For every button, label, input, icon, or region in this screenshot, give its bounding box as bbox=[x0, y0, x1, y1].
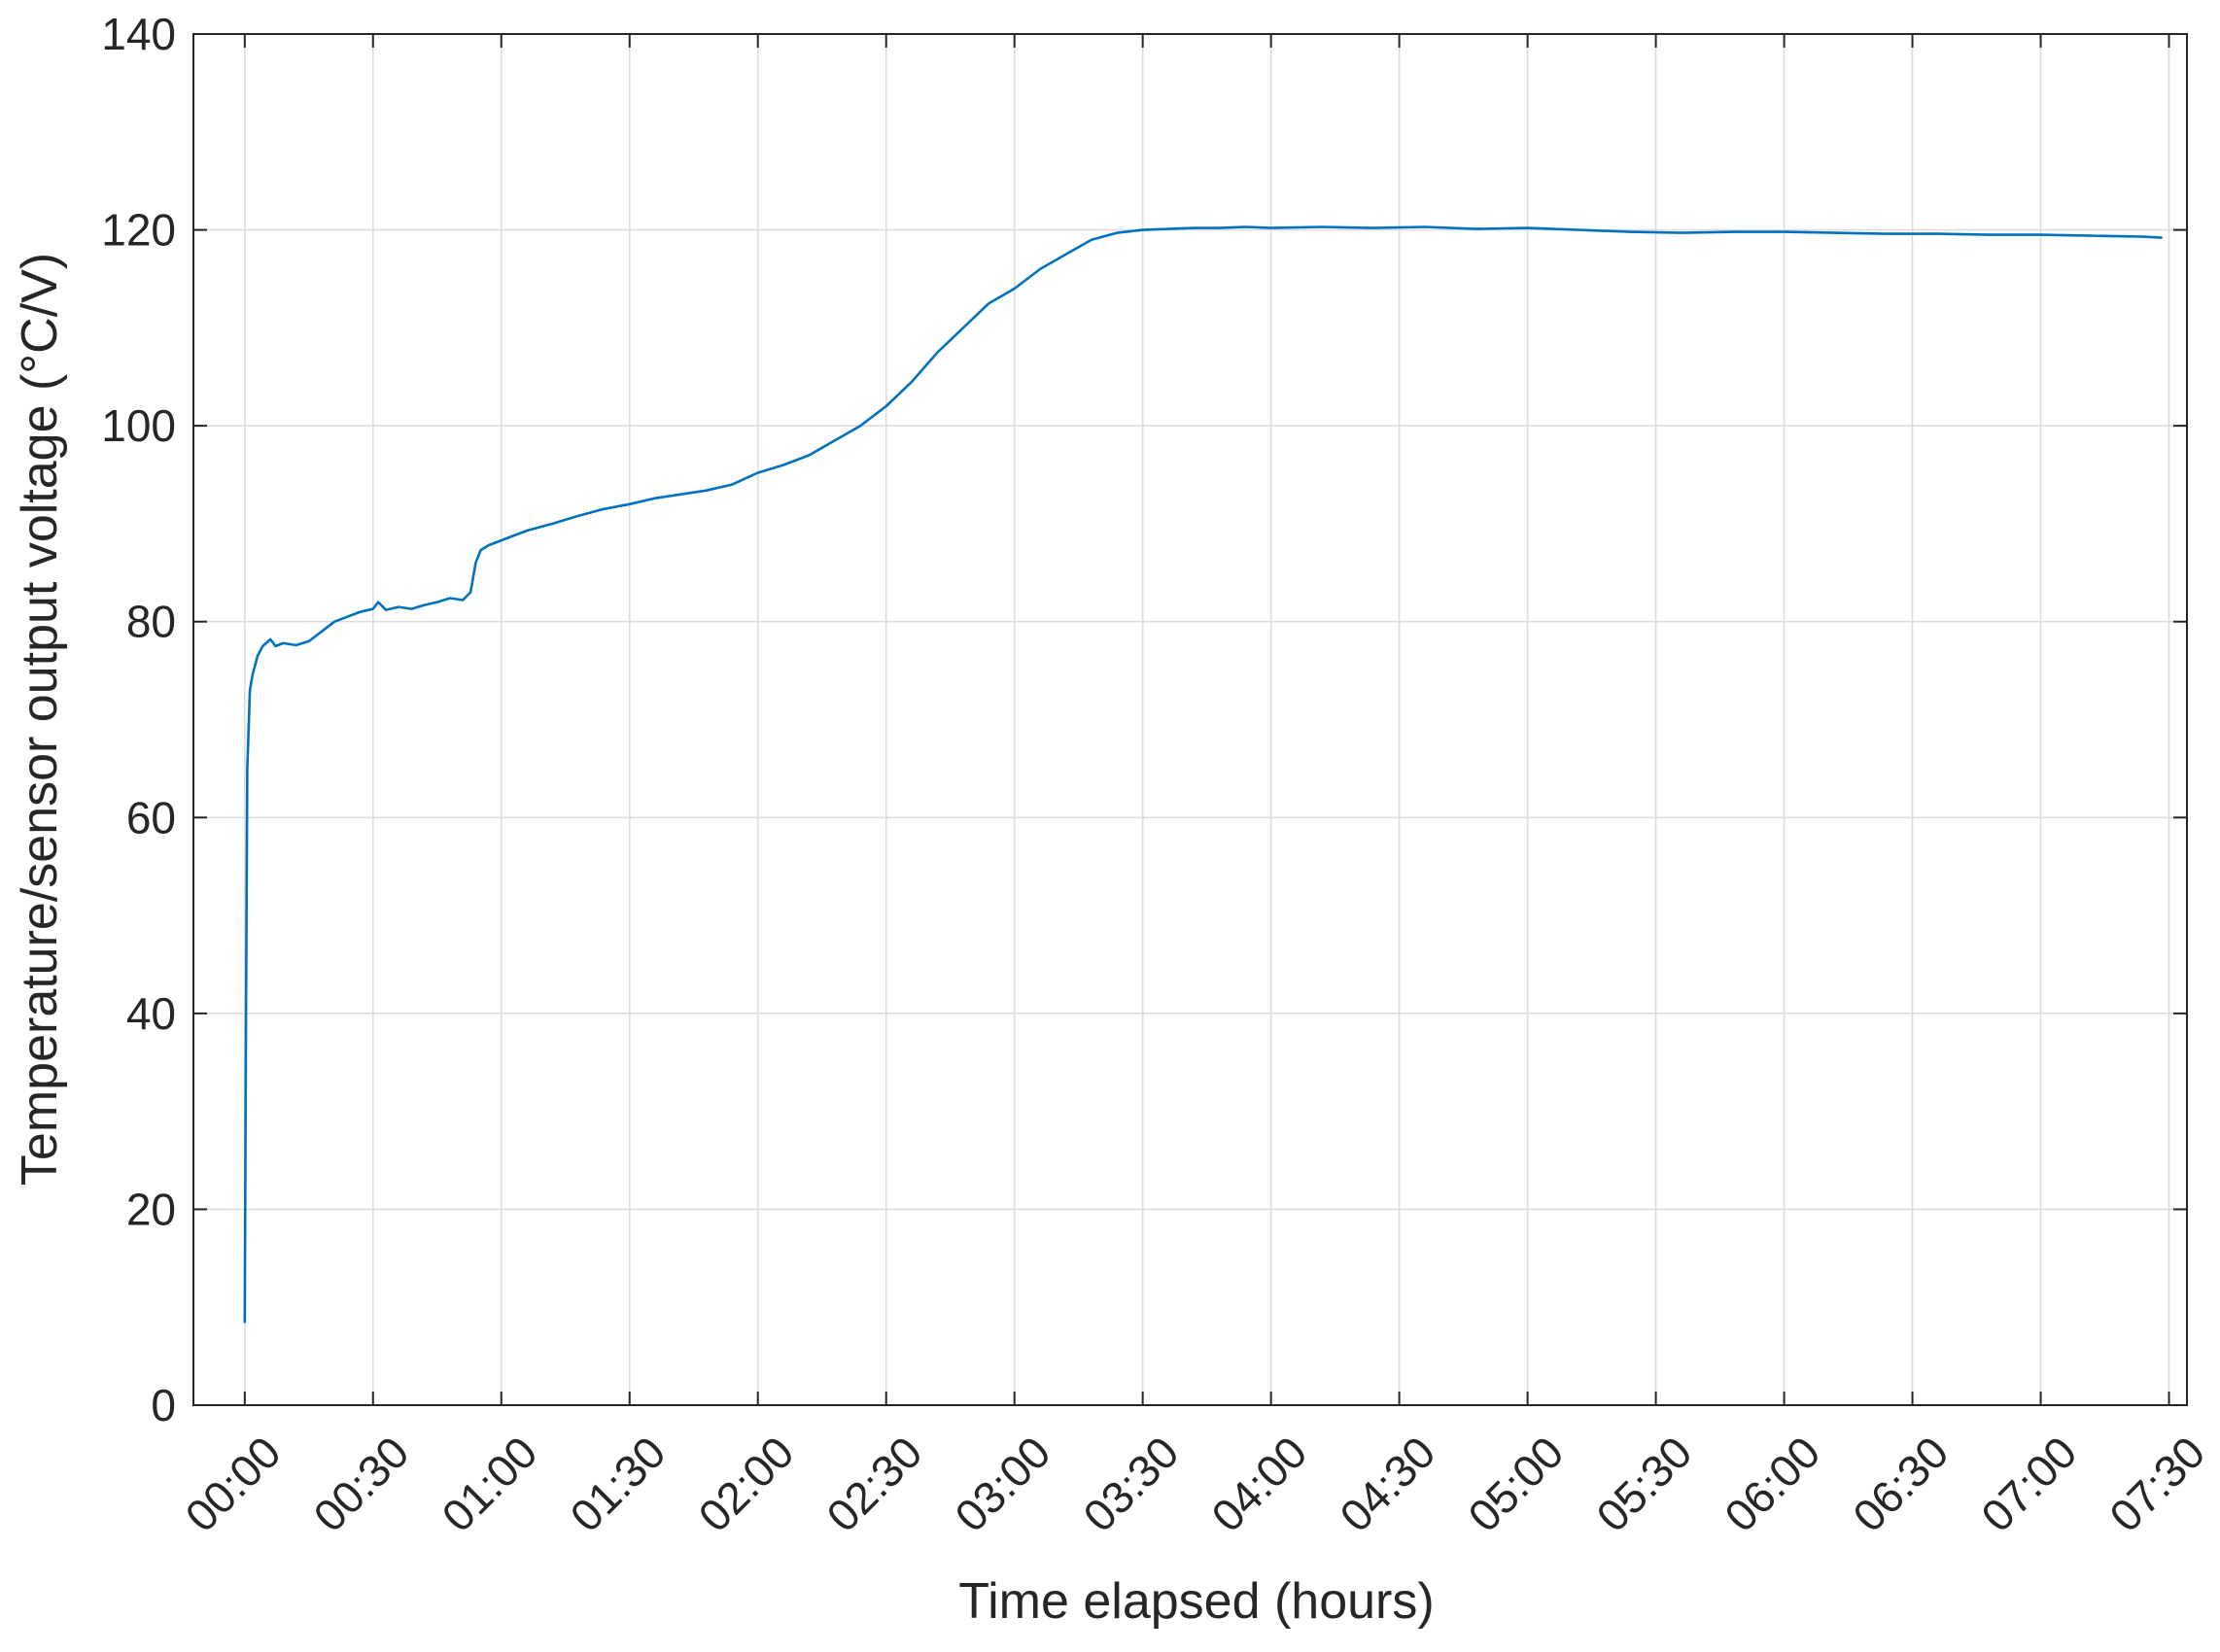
ticks bbox=[193, 33, 2187, 1406]
y-tick-label: 40 bbox=[126, 988, 176, 1039]
y-tick-label: 60 bbox=[126, 792, 176, 843]
y-tick-label: 20 bbox=[126, 1184, 176, 1234]
x-tick-label: 00:00 bbox=[175, 1427, 290, 1541]
x-tick-label: 06:00 bbox=[1715, 1427, 1829, 1541]
y-tick-label: 120 bbox=[101, 205, 176, 256]
x-tick-label: 07:30 bbox=[2099, 1427, 2214, 1541]
x-tick-label: 00:30 bbox=[303, 1427, 418, 1541]
x-tick-label: 04:00 bbox=[1201, 1427, 1316, 1541]
x-tick-label: 02:30 bbox=[816, 1427, 931, 1541]
y-axis-title: Temperature/sensor output voltage (°C/V) bbox=[12, 253, 68, 1186]
x-tick-label: 05:30 bbox=[1586, 1427, 1701, 1541]
x-tick-label: 01:30 bbox=[560, 1427, 675, 1541]
x-tick-label: 05:00 bbox=[1458, 1427, 1573, 1541]
x-tick-label: 03:30 bbox=[1073, 1427, 1188, 1541]
y-tick-label: 0 bbox=[151, 1380, 176, 1430]
x-tick-label: 04:30 bbox=[1330, 1427, 1444, 1541]
series-line-0 bbox=[243, 225, 2163, 1324]
x-tick-label: 06:30 bbox=[1843, 1427, 1958, 1541]
y-tick-label: 80 bbox=[126, 597, 176, 647]
series-layer bbox=[243, 225, 2163, 1324]
y-tick-label: 140 bbox=[101, 9, 176, 59]
x-tick-label: 07:00 bbox=[1971, 1427, 2086, 1541]
x-tick-label: 03:00 bbox=[945, 1427, 1059, 1541]
y-tick-label: 100 bbox=[101, 400, 176, 451]
x-tick-label: 02:00 bbox=[688, 1427, 803, 1541]
x-axis-title: Time elapsed (hours) bbox=[958, 1573, 1434, 1630]
plot-area-frame bbox=[192, 33, 2188, 1406]
x-tick-label: 01:00 bbox=[432, 1427, 546, 1541]
grid bbox=[193, 34, 2187, 1405]
